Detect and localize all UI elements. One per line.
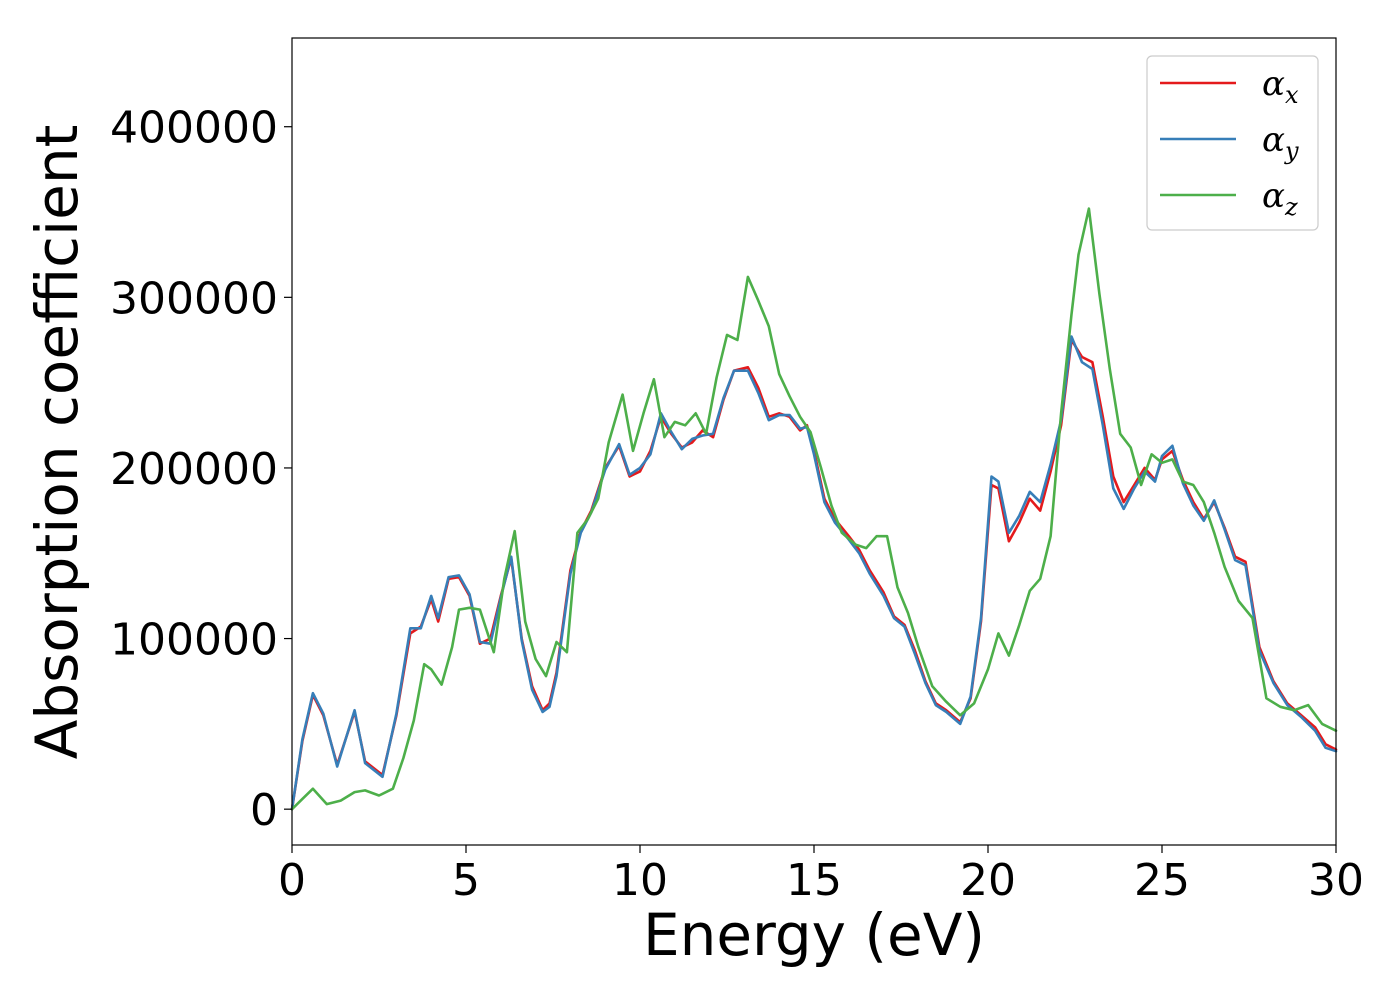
x-axis-ticks: 0 5 10 15 20 25 30 (278, 845, 1364, 906)
x-tick-label: 30 (1308, 855, 1364, 906)
legend: αx αy αz (1146, 55, 1319, 231)
y-tick-label: 200000 (110, 444, 278, 495)
y-tick-label: 100000 (110, 615, 278, 666)
series-line-z (290, 207, 1338, 811)
x-tick-label: 20 (960, 855, 1016, 906)
x-tick-label: 5 (452, 855, 480, 906)
legend-label-x: αx (1262, 64, 1299, 109)
legend-box (1146, 55, 1319, 231)
x-tick-label: 0 (278, 855, 306, 906)
y-tick-label: 0 (250, 785, 278, 836)
y-tick-label: 400000 (110, 103, 278, 154)
x-tick-label: 15 (786, 855, 842, 906)
x-tick-label: 10 (612, 855, 668, 906)
plot-lines (290, 207, 1338, 811)
x-axis-label: Energy (eV) (643, 901, 985, 969)
series-line-y (290, 335, 1338, 811)
y-axis-ticks: 0 100000 200000 300000 400000 (110, 103, 292, 836)
y-tick-label: 300000 (110, 273, 278, 324)
legend-label-z: αz (1262, 176, 1298, 221)
y-axis-label: Absorption coefficient (23, 125, 91, 760)
x-tick-label: 25 (1134, 855, 1190, 906)
legend-label-y: αy (1262, 120, 1299, 165)
